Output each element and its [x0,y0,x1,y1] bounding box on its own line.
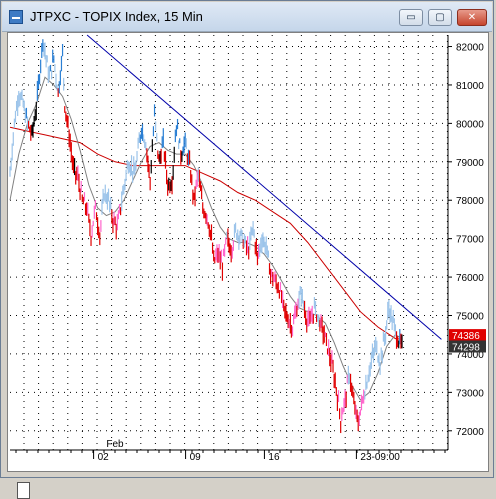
price-tag-label: 74386 [452,331,480,342]
trendline [86,34,442,340]
y-tick-label: 78000 [456,196,484,207]
x-tick-label: 16 [268,452,280,463]
price-tag-box [449,329,486,342]
y-tick-label: 80000 [456,119,484,130]
y-tick-label: 79000 [456,158,484,169]
x-tick-label: 02 [98,452,110,463]
price-tag-label: 74298 [452,342,480,353]
chart-app-icon [9,10,23,24]
y-tick-label: 76000 [456,273,484,284]
slow-moving-average [9,126,403,340]
y-tick-label: 77000 [456,235,484,246]
y-tick-label: 75000 [456,312,484,323]
close-button[interactable]: ✕ [457,9,487,26]
y-tick-label: 73000 [456,388,484,399]
fast-moving-average [9,76,403,401]
y-tick-label: 82000 [456,43,484,54]
chart-area[interactable]: 72000 73000 74000 75000 76000 77000 78000 79000… [7,32,489,499]
x-tick-label: Feb [106,439,124,450]
price-tag-box [449,340,486,353]
y-tick-label: 74000 [456,350,484,361]
x-tick-label: 09 [190,452,202,463]
x-tick-label: 23-09:00 [360,452,400,463]
y-tick-label: 72000 [456,427,484,438]
title-bar[interactable]: JTPXC - TOPIX Index, 15 Min ▭ ▢ ✕ [2,2,492,32]
maximize-button[interactable]: ▢ [428,9,452,26]
window-title: JTPXC - TOPIX Index, 15 Min [30,9,203,24]
price-chart[interactable]: 72000 73000 74000 75000 76000 77000 78000 79000… [8,33,488,471]
scroll-box[interactable] [17,482,30,499]
minimize-button[interactable]: ▭ [399,9,423,26]
y-tick-label: 81000 [456,81,484,92]
